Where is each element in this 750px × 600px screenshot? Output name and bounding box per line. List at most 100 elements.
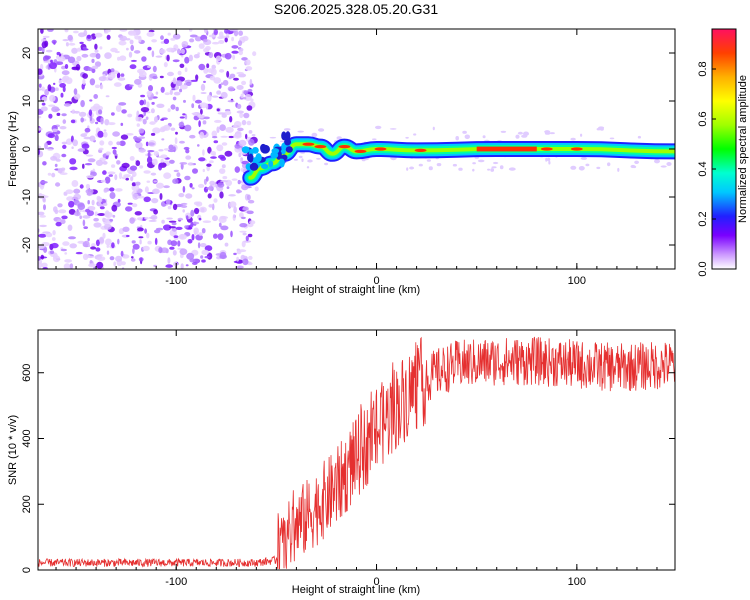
noise-blob	[64, 64, 69, 69]
noise-blob-faint	[570, 165, 577, 170]
noise-blob	[95, 247, 101, 252]
noise-blob	[233, 133, 242, 139]
noise-blob	[148, 29, 155, 33]
noise-blob	[179, 116, 185, 119]
noise-blob	[69, 166, 78, 171]
noise-blob	[54, 108, 61, 111]
noise-blob	[139, 239, 142, 245]
noise-blob	[122, 226, 130, 232]
noise-blob	[114, 174, 118, 181]
noise-blob	[180, 202, 188, 205]
noise-blob-faint	[544, 132, 551, 135]
noise-blob	[54, 134, 59, 141]
noise-blob	[179, 63, 185, 68]
noise-blob	[129, 156, 135, 161]
noise-blob	[154, 229, 161, 234]
noise-blob	[163, 224, 172, 231]
noise-blob	[169, 159, 175, 164]
noise-blob	[210, 151, 217, 156]
noise-blob-faint	[546, 157, 551, 162]
noise-blob	[111, 242, 115, 249]
noise-blob	[180, 48, 185, 55]
noise-blob	[238, 48, 244, 52]
noise-blob	[137, 227, 144, 232]
noise-blob	[61, 76, 67, 83]
noise-blob	[216, 126, 220, 133]
noise-blob	[99, 46, 103, 50]
noise-blob	[163, 148, 170, 151]
noise-blob	[96, 256, 106, 261]
noise-blob	[184, 124, 192, 132]
noise-blob	[221, 142, 228, 146]
noise-blob	[189, 34, 198, 38]
colorbar-tick-label: 0.6	[697, 111, 709, 126]
noise-blob	[170, 127, 176, 131]
noise-blob-faint	[311, 132, 318, 138]
noise-blob	[40, 254, 45, 260]
noise-blob	[128, 51, 133, 58]
noise-blob	[159, 193, 163, 200]
noise-blob	[198, 63, 206, 71]
noise-blob	[211, 130, 218, 138]
signal-blob	[248, 153, 254, 163]
noise-blob	[239, 230, 247, 233]
spectrogram-ytick-label: 20	[21, 47, 33, 59]
noise-blob	[132, 174, 135, 178]
noise-blob	[131, 240, 136, 244]
noise-blob	[195, 74, 199, 81]
noise-blob	[199, 131, 205, 139]
noise-blob	[236, 256, 240, 262]
noise-blob	[61, 215, 68, 220]
noise-blob	[219, 69, 225, 73]
noise-blob	[129, 84, 134, 87]
noise-blob	[198, 157, 206, 162]
noise-blob	[103, 188, 108, 193]
spectrogram-ytick-label: -20	[21, 237, 33, 253]
noise-blob	[131, 203, 138, 208]
noise-blob	[138, 35, 142, 43]
noise-blob	[238, 139, 247, 147]
noise-blob	[224, 36, 228, 43]
noise-blob	[69, 243, 77, 249]
noise-blob	[241, 160, 249, 165]
noise-blob	[242, 258, 249, 266]
noise-blob	[94, 84, 101, 89]
noise-blob	[174, 137, 178, 145]
noise-blob-faint	[300, 151, 306, 154]
signal-blob	[279, 158, 285, 168]
noise-blob	[193, 54, 200, 59]
noise-blob	[167, 257, 171, 264]
noise-blob	[163, 124, 171, 131]
noise-blob	[160, 118, 165, 121]
noise-blob	[94, 49, 99, 53]
noise-blob	[206, 63, 210, 69]
noise-blob	[237, 127, 244, 132]
noise-blob	[172, 96, 177, 101]
noise-blob	[117, 56, 121, 61]
noise-blob-faint	[455, 136, 460, 141]
noise-blob	[44, 142, 48, 150]
noise-blob-faint	[508, 167, 516, 171]
snr-xtick-label: 0	[373, 576, 379, 588]
noise-blob	[47, 148, 54, 151]
noise-blob	[59, 126, 67, 130]
noise-blob	[94, 32, 103, 38]
noise-blob	[156, 103, 165, 109]
noise-blob	[229, 116, 233, 123]
noise-blob	[213, 77, 222, 84]
noise-blob	[105, 95, 110, 98]
noise-blob	[192, 262, 198, 265]
noise-blob	[180, 263, 184, 269]
noise-blob	[172, 203, 178, 211]
noise-blob	[45, 49, 53, 53]
noise-blob	[153, 151, 159, 157]
noise-blob	[152, 158, 158, 166]
noise-blob	[158, 247, 163, 254]
noise-blob	[203, 47, 210, 53]
noise-blob	[127, 113, 133, 118]
noise-blob	[95, 239, 100, 247]
noise-blob	[184, 225, 189, 229]
noise-blob	[91, 68, 96, 74]
noise-blob	[108, 174, 114, 177]
